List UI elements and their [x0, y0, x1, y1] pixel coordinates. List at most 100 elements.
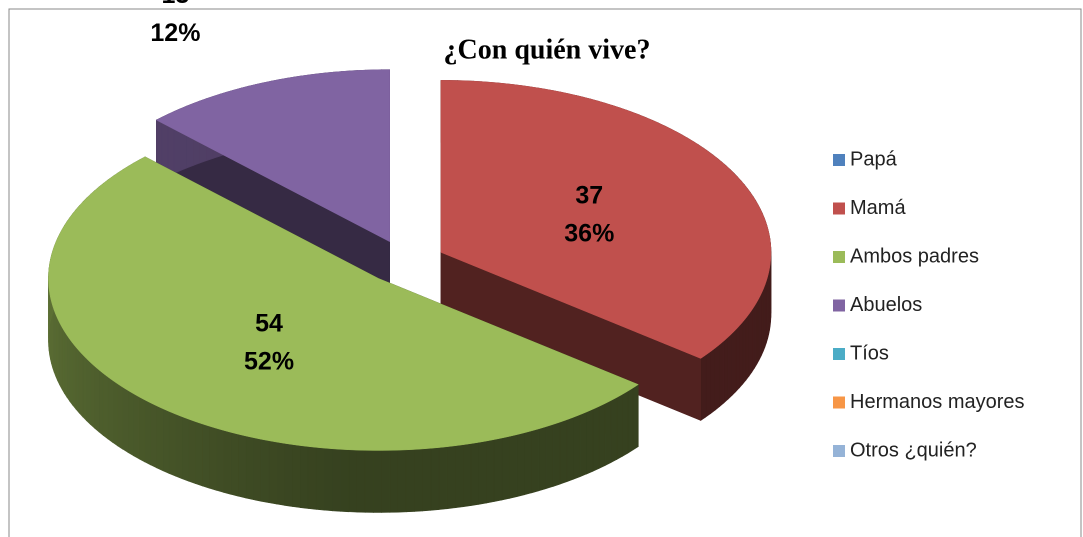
slice-side [340, 449, 350, 513]
slice-side [57, 318, 60, 385]
data-label: 13 [162, 0, 190, 9]
chart-title: ¿Con quién vive? [444, 34, 651, 65]
slice-side [405, 449, 415, 513]
legend-swatch [833, 202, 845, 215]
slice-side [604, 400, 612, 467]
data-label: 37 [575, 181, 603, 209]
slice-side [209, 425, 217, 491]
slice-side [162, 408, 170, 474]
slice-side [324, 447, 333, 512]
slice-side [745, 313, 750, 381]
slice-side [364, 450, 374, 513]
slice-side [230, 431, 239, 497]
slice-side [315, 447, 325, 511]
legend-label: Tíos [850, 342, 889, 364]
slice-side [245, 435, 254, 501]
slice-side [69, 338, 73, 406]
slice-side [524, 430, 532, 496]
slice-side [381, 450, 391, 513]
slice-side [566, 416, 574, 483]
slice-side [144, 399, 151, 466]
slice-side [454, 444, 464, 509]
slice-side [586, 408, 594, 475]
slice-side [710, 347, 716, 415]
slice-side [188, 418, 196, 485]
legend-label: Otros ¿quién? [850, 439, 977, 461]
legend-label: Abuelos [850, 294, 922, 316]
slice [440, 80, 772, 422]
slice-side [731, 328, 737, 397]
slice-side [438, 446, 448, 510]
legend-swatch [833, 396, 845, 409]
slice-side [138, 396, 145, 463]
slice-side [117, 383, 123, 450]
slice-side [627, 387, 634, 454]
legend-label: Mamá [850, 197, 906, 219]
slice-side [59, 322, 63, 390]
legend-swatch [833, 154, 845, 166]
slice-side [538, 426, 547, 492]
slice-side [276, 441, 285, 506]
slice-side [705, 351, 711, 418]
slice-side [223, 429, 232, 495]
slice-top [155, 69, 390, 243]
slice-side [253, 437, 262, 502]
slice-side [348, 449, 358, 513]
slice-side [82, 354, 87, 422]
slice-side [181, 416, 189, 482]
slice-side [610, 396, 618, 464]
slice-side [552, 421, 561, 487]
data-label: 54 [255, 309, 283, 337]
slice-side [545, 424, 554, 490]
percent-label: 12% [150, 19, 200, 47]
slice-side [112, 379, 118, 447]
slice-side [175, 413, 183, 480]
slice-side [291, 444, 301, 508]
slice-side [751, 304, 755, 374]
slice-side [299, 445, 309, 509]
slice-side [133, 393, 140, 460]
slice-side [332, 448, 341, 512]
slice-side [486, 439, 495, 504]
slice-side [195, 421, 203, 487]
slice-side [414, 448, 423, 512]
slice-side [516, 432, 525, 497]
slice-side [216, 427, 224, 493]
slice-side [758, 293, 762, 360]
slice-side [156, 405, 164, 472]
slice-side [748, 309, 753, 377]
slice-side [509, 434, 518, 499]
chart-frame [8, 8, 1082, 537]
slice-side [356, 449, 366, 513]
slice-top [48, 156, 639, 451]
slice-side [202, 423, 210, 489]
slice-side [756, 297, 760, 365]
slice-side [579, 411, 587, 478]
slice [48, 156, 639, 513]
slice-side [66, 334, 70, 403]
legend-swatch [833, 348, 845, 360]
legend-label: Hermanos mayores [850, 391, 1025, 413]
slice-side [739, 321, 744, 389]
slice-side [430, 447, 440, 511]
slice-side [61, 325, 65, 395]
slice-side [238, 433, 247, 499]
slice-side [268, 440, 277, 505]
slice-side [122, 386, 129, 453]
slice-side [493, 437, 503, 502]
slice-side [742, 317, 747, 385]
slice-side [462, 443, 472, 508]
slice-side [94, 365, 100, 433]
percent-label: 36% [564, 219, 614, 247]
slice-side [727, 332, 733, 400]
slice-side [86, 357, 91, 426]
legend-label: Papá [850, 148, 898, 170]
percent-label: 52% [244, 347, 294, 375]
legend-swatch [833, 445, 845, 457]
slice-side [754, 300, 758, 370]
slice-side [735, 325, 740, 393]
legend-label: Ambos padres [850, 245, 979, 267]
slice-side [72, 342, 77, 410]
slice-side [470, 441, 479, 506]
legend-swatch [833, 251, 845, 263]
